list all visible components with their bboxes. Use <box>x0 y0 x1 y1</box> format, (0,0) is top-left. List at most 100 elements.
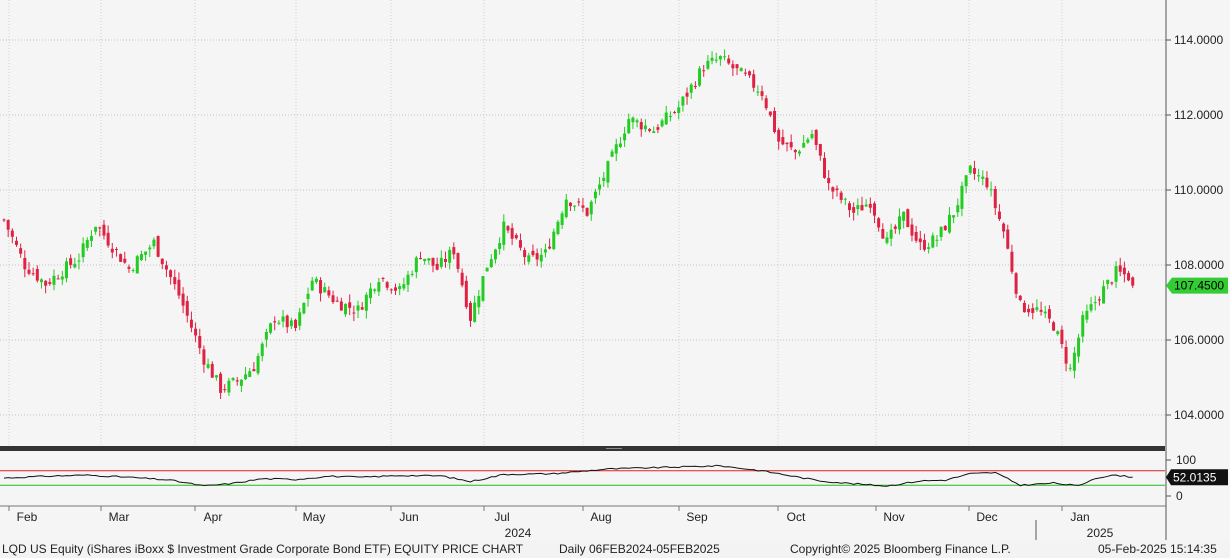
candle-body <box>477 296 481 308</box>
candle-body <box>398 286 402 290</box>
candle-body <box>943 225 947 231</box>
candle-body <box>835 188 839 191</box>
candle-body <box>48 282 52 284</box>
candle-body <box>827 177 831 184</box>
candle-body <box>922 239 926 250</box>
candle-body <box>610 151 614 157</box>
panel-divider[interactable] <box>0 446 1165 451</box>
candle-body <box>189 319 193 328</box>
candle-body <box>481 276 485 301</box>
candle-body <box>852 207 856 213</box>
candle-body <box>885 237 889 243</box>
candle-body <box>1122 267 1126 275</box>
candle-body <box>635 120 639 123</box>
candle-body <box>443 259 447 262</box>
candle-body <box>931 235 935 248</box>
candle-body <box>1043 311 1047 314</box>
candle-body <box>364 294 368 311</box>
candle-body <box>273 321 277 323</box>
candle-body <box>439 257 443 267</box>
candle-body <box>956 205 960 213</box>
candle-body <box>506 226 510 231</box>
candle-body <box>452 247 456 255</box>
candle-body <box>64 261 68 279</box>
candle-body <box>718 56 722 60</box>
candle-body <box>1131 277 1135 286</box>
candle-body <box>623 133 627 141</box>
candle-body <box>352 312 356 314</box>
candle-body <box>781 137 785 145</box>
candle-body <box>989 189 993 191</box>
candle-body <box>206 364 210 368</box>
candle-body <box>510 228 514 239</box>
candle-body <box>139 253 143 261</box>
last-price-badge <box>1166 277 1228 294</box>
candle-body <box>35 269 39 281</box>
candle-body <box>685 92 689 97</box>
candle-body <box>614 144 618 154</box>
candle-body <box>31 273 35 275</box>
candle-body <box>689 84 693 93</box>
candle-body <box>389 289 393 291</box>
last-price-marker: 107.4500 <box>1166 277 1228 294</box>
candle-body <box>889 229 893 239</box>
y-tick-label: 108.0000 <box>1174 258 1224 272</box>
candle-body <box>1081 315 1085 337</box>
candle-body <box>972 168 976 174</box>
candle-body <box>598 184 602 190</box>
candle-body <box>977 175 981 177</box>
candle-body <box>144 251 148 255</box>
candle-body <box>868 203 872 208</box>
candle-body <box>531 250 535 256</box>
candle-body <box>1089 304 1093 311</box>
candle-body <box>881 229 885 239</box>
candle-body <box>89 235 93 241</box>
candle-body <box>77 260 81 262</box>
candle-body <box>964 175 968 187</box>
candle-body <box>435 263 439 270</box>
candle-body <box>714 59 718 61</box>
candle-body <box>1114 266 1118 282</box>
candle-body <box>339 301 343 311</box>
candle-body <box>518 240 522 248</box>
candle-body <box>1102 286 1106 304</box>
rsi-panel: 100 0 52.0135 <box>0 453 1228 503</box>
candle-body <box>1106 279 1110 284</box>
candle-body <box>402 284 406 289</box>
candle-body <box>173 277 177 285</box>
candle-body <box>831 187 835 192</box>
candle-body <box>98 227 102 229</box>
x-tick-label: Jan <box>1070 510 1089 524</box>
candle-body <box>789 142 793 148</box>
candle-body <box>114 249 118 251</box>
candle-body <box>306 293 310 299</box>
candle-body <box>360 307 364 310</box>
candle-body <box>514 234 518 239</box>
candle-body <box>577 201 581 203</box>
candle-body <box>993 188 997 209</box>
candle-body <box>81 243 85 258</box>
candle-body <box>473 302 477 322</box>
candle-body <box>385 282 389 288</box>
candle-body <box>1077 337 1081 357</box>
rsi-panel-bg <box>0 451 1165 506</box>
candle-body <box>369 288 373 299</box>
candle-body <box>289 320 293 327</box>
x-tick-label: Jul <box>494 510 509 524</box>
candle-body <box>843 198 847 200</box>
x-tick-label: May <box>303 510 326 524</box>
x-axis: Feb Mar Apr May Jun Jul Aug Sep Oct Nov Dec Jan 2024… <box>8 506 1114 540</box>
candle-body <box>902 211 906 221</box>
candle-body <box>423 258 427 261</box>
candle-body <box>377 282 381 292</box>
y-tick-label: 114.0000 <box>1174 33 1223 47</box>
candle-body <box>535 253 539 260</box>
x-tick-label: Nov <box>883 510 904 524</box>
candle-body <box>806 139 810 143</box>
last-price-label: 107.4500 <box>1174 279 1224 293</box>
candle-body <box>860 205 864 211</box>
candle-body <box>960 185 964 209</box>
candle-body <box>706 60 710 69</box>
candle-body <box>381 277 385 279</box>
candle-body <box>981 176 985 179</box>
